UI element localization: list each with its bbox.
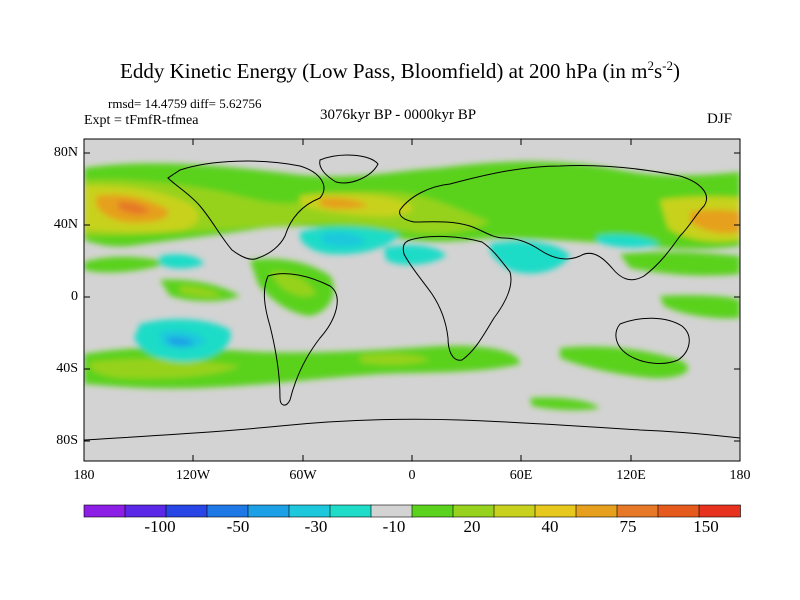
colorbar-swatch xyxy=(534,504,577,518)
colorbar-label: -30 xyxy=(304,517,328,536)
ytick-label: 40N xyxy=(53,217,78,232)
coastline-antarctica xyxy=(84,418,740,441)
contour-neg-blue xyxy=(168,337,194,347)
xtick-label: 0 xyxy=(408,468,416,483)
xtick-label: 180 xyxy=(729,468,751,483)
colorbar-label: 40 xyxy=(541,517,559,536)
colorbar-swatch xyxy=(329,504,372,518)
colorbar-swatch xyxy=(124,504,167,518)
xtick-label: 60W xyxy=(289,468,317,483)
colorbar-swatch xyxy=(493,504,536,518)
coastline-north-america xyxy=(167,160,325,260)
axis-ticks xyxy=(83,139,741,461)
ytick-label: 40S xyxy=(56,361,78,376)
colorbar-label: 75 xyxy=(619,517,637,536)
colorbar-swatch xyxy=(657,504,700,518)
contour-nh-yellow xyxy=(84,185,740,242)
contour-nh-darkorange xyxy=(118,201,150,215)
contour-neg-lightblue xyxy=(160,232,366,349)
colorbar-swatch xyxy=(165,504,208,518)
colorbar-swatch xyxy=(247,504,290,518)
contour-sh-green xyxy=(84,345,689,411)
xtick-label: 120W xyxy=(175,468,211,483)
colorbar xyxy=(83,504,741,518)
experiment-label: Expt = tFmfR-tfmea xyxy=(84,113,199,128)
colorbar-label: 150 xyxy=(693,517,719,536)
ytick-label: 80N xyxy=(53,145,78,160)
colorbar-label: 20 xyxy=(463,517,481,536)
colorbar-swatch xyxy=(83,504,126,518)
coastline-africa xyxy=(402,235,512,361)
xtick-label: 180 xyxy=(73,468,95,483)
ytick-label: 80S xyxy=(56,433,78,448)
colorbar-label: -10 xyxy=(382,517,406,536)
colorbar-swatch xyxy=(575,504,618,518)
contour-neg-cyan xyxy=(134,226,660,362)
coastline-south-america xyxy=(263,273,338,406)
stats-label: rmsd= 14.4759 diff= 5.62756 xyxy=(108,96,262,111)
coastline-europe-asia xyxy=(399,164,707,281)
coastlines xyxy=(84,154,740,441)
ytick-label: 0 xyxy=(71,289,78,304)
xtick-label: 60E xyxy=(509,468,533,483)
contour-tropics-green xyxy=(84,251,740,319)
colorbar-swatch xyxy=(370,504,413,518)
colorbar-swatch xyxy=(616,504,659,518)
coastline-greenland xyxy=(319,154,379,184)
colorbar-label: -50 xyxy=(226,517,250,536)
contour-field xyxy=(84,154,740,441)
colorbar-swatch xyxy=(452,504,495,518)
colorbar-label: -100 xyxy=(144,517,176,536)
colorbar-swatch xyxy=(206,504,249,518)
xtick-label: 120E xyxy=(616,468,646,483)
colorbar-swatch xyxy=(288,504,331,518)
figure-title: Eddy Kinetic Energy (Low Pass, Bloomfiel… xyxy=(120,58,680,83)
colorbar-swatch xyxy=(698,504,741,518)
colorbar-swatch xyxy=(411,504,454,518)
period-label: 3076kyr BP - 0000kyr BP xyxy=(320,107,477,123)
contour-tropics-lightgreen xyxy=(180,271,316,297)
coastline-australia xyxy=(615,317,690,364)
season-label: DJF xyxy=(707,111,733,127)
